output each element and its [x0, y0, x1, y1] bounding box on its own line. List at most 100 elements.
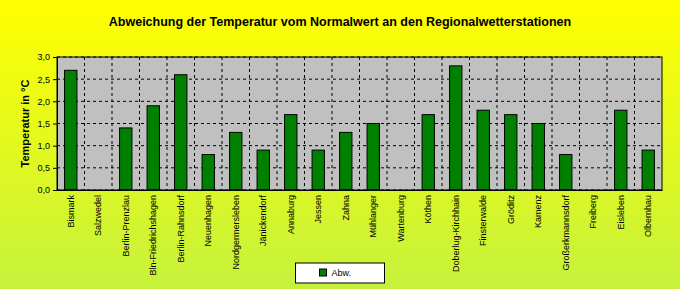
- x-tick-label: Jessen: [313, 195, 323, 224]
- grid-line-x: [442, 57, 443, 190]
- x-tick-label: Annaburg: [286, 195, 296, 234]
- grid-line-x: [579, 57, 580, 190]
- x-tick: Mühlanger: [368, 190, 378, 238]
- legend-swatch: [320, 269, 327, 276]
- grid-line-x: [84, 57, 85, 190]
- x-tick-label: Nordgermersleben: [231, 195, 241, 270]
- x-tick-label: Gröditz: [506, 195, 516, 225]
- y-tick-mark: [53, 124, 57, 125]
- bar: [642, 150, 654, 190]
- x-tick: Finsterwalde: [478, 190, 488, 246]
- x-tick-label: Berlin-Prenzlau: [121, 195, 131, 257]
- y-axis: 0,0 0,5 1,0 1,5 2,0 2,5 3,0: [37, 52, 57, 195]
- y-tick: 0,5: [37, 163, 57, 173]
- bar: [120, 128, 132, 190]
- bar: [422, 115, 434, 190]
- y-tick-mark: [53, 101, 57, 102]
- x-tick: Neuenhagen: [203, 190, 213, 247]
- x-tick: Eisleben: [616, 190, 626, 230]
- grid-line-x: [387, 57, 388, 190]
- grid-line-x: [304, 57, 305, 190]
- bar: [312, 150, 324, 190]
- plot-frame: [57, 57, 662, 190]
- y-tick-mark: [53, 57, 57, 58]
- bar: [615, 110, 627, 190]
- bar: [340, 132, 352, 190]
- x-tick: Jänickendorf: [258, 190, 268, 246]
- y-axis-line: [53, 58, 58, 191]
- x-tick-label: Bismark: [66, 195, 76, 228]
- x-tick-label: Neuenhagen: [203, 195, 213, 247]
- grid-line-x: [112, 57, 113, 190]
- y-tick-label: 2,0: [37, 97, 50, 107]
- x-tick-label: Großerkmannsdorf: [561, 195, 571, 271]
- x-tick-label: Wartenburg: [396, 195, 406, 242]
- grid-line-x: [359, 57, 360, 190]
- bar: [367, 124, 379, 191]
- grid-line-x: [414, 57, 415, 190]
- grid-line-x: [167, 57, 168, 190]
- x-tick: Zahna: [341, 190, 351, 221]
- x-tick-label: Finsterwalde: [478, 195, 488, 246]
- grid-line-x: [222, 57, 223, 190]
- x-tick-label: Köthen: [423, 195, 433, 224]
- x-tick-label: Berlin-Rahnsdorf: [176, 195, 186, 263]
- chart: Abweichung der Temperatur vom Normalwert…: [0, 0, 680, 289]
- y-tick: 0,0: [37, 185, 57, 195]
- y-tick-mark: [53, 190, 57, 191]
- x-tick-label: Salzwedel: [93, 195, 103, 236]
- x-tick-label: Zahna: [341, 195, 351, 221]
- x-tick: Wartenburg: [396, 190, 406, 242]
- grid-line-x: [194, 57, 195, 190]
- background: [0, 0, 680, 289]
- x-tick: Gröditz: [506, 190, 516, 224]
- title: Abweichung der Temperatur vom Normalwert…: [109, 15, 571, 29]
- bar: [65, 70, 77, 190]
- grid-line-x: [249, 57, 250, 190]
- y-tick: 2,5: [37, 75, 57, 85]
- bar: [257, 150, 269, 190]
- y-axis-title: Temperatur in °C: [19, 79, 31, 167]
- grid-line-x: [277, 57, 278, 190]
- grid-line: [57, 79, 662, 80]
- y-tick: 3,0: [37, 52, 57, 62]
- y-tick-label: 1,5: [37, 119, 50, 129]
- y-tick-label: 1,0: [37, 141, 50, 151]
- y-tick: 2,0: [37, 97, 57, 107]
- bar: [450, 66, 462, 190]
- x-tick-label: Freiberg: [588, 195, 598, 229]
- grid-line-x: [469, 57, 470, 190]
- y-tick-label: 3,0: [37, 52, 50, 62]
- bar: [175, 75, 187, 190]
- y-tick-label: 0,5: [37, 163, 50, 173]
- grid-line-x: [634, 57, 635, 190]
- x-tick: Doberlug-Kirchhain: [451, 190, 461, 272]
- plot-area: [57, 57, 662, 190]
- bar: [477, 110, 489, 190]
- x-tick: Jessen: [313, 190, 323, 224]
- x-tick: Berlin-Prenzlau: [121, 190, 131, 257]
- grid-line-x: [139, 57, 140, 190]
- x-tick-label: Eisleben: [616, 195, 626, 230]
- x-tick-label: Bln-Friedrichshagen: [148, 195, 158, 276]
- x-tick: Olbernhau: [643, 190, 653, 237]
- legend-box: [296, 263, 385, 283]
- y-tick-mark: [53, 79, 57, 80]
- y-tick: 1,5: [37, 119, 57, 129]
- y-tick-mark: [53, 146, 57, 147]
- x-tick: Kamenz: [533, 190, 543, 228]
- x-tick-label: Jänickendorf: [258, 195, 268, 247]
- grid: [57, 57, 662, 190]
- x-tick: Annaburg: [286, 190, 296, 234]
- y-tick-mark: [53, 168, 57, 169]
- grid-line-x: [552, 57, 553, 190]
- legend-label: Abw.: [332, 268, 352, 278]
- bar: [505, 115, 517, 190]
- bar: [560, 155, 572, 190]
- y-tick-label: 2,5: [37, 75, 50, 85]
- grid-line-x: [332, 57, 333, 190]
- grid-line-x: [524, 57, 525, 190]
- x-tick: Köthen: [423, 190, 433, 224]
- y-tick: 1,0: [37, 141, 57, 151]
- x-tick-label: Kamenz: [533, 195, 543, 229]
